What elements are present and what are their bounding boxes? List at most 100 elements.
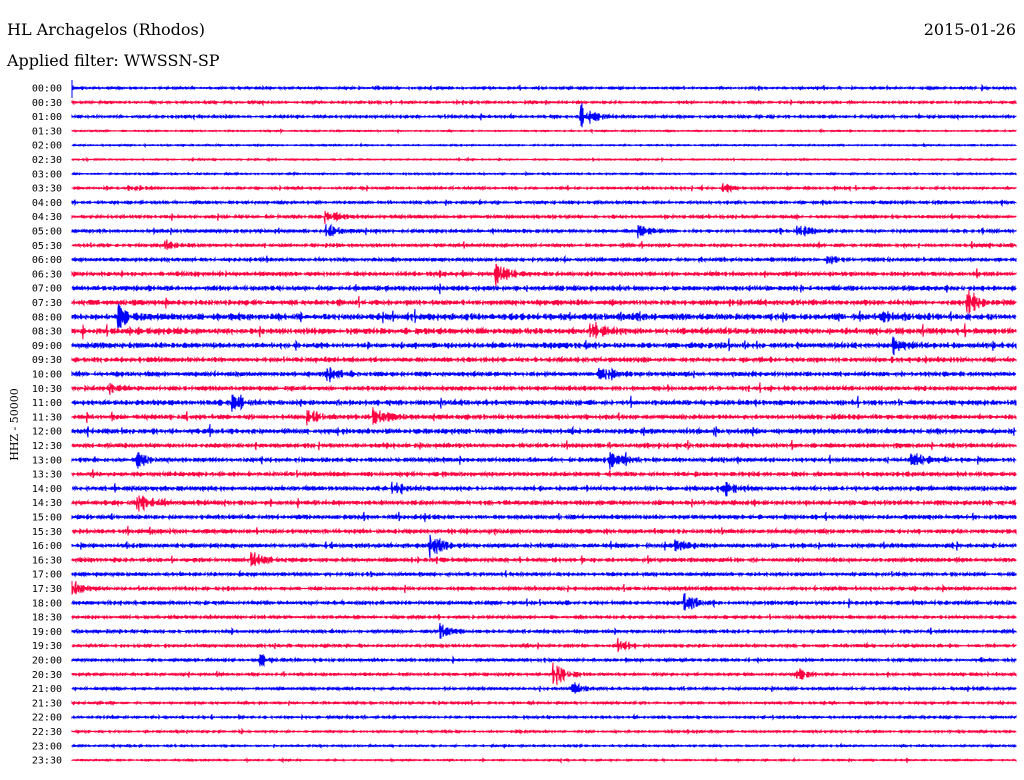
time-label: 07:00 — [32, 284, 62, 295]
time-label: 12:30 — [32, 441, 62, 452]
time-label: 09:30 — [32, 355, 62, 366]
trace-row — [71, 613, 1017, 622]
trace-row — [71, 98, 1017, 107]
trace-row — [71, 83, 1017, 92]
time-label: 18:30 — [32, 613, 62, 624]
trace-row — [71, 534, 1017, 560]
trace-row — [71, 469, 1017, 479]
time-label: 17:00 — [32, 570, 62, 581]
filter-label: Applied filter: WWSSN-SP — [7, 51, 220, 70]
trace-row — [71, 367, 1017, 383]
time-label: 13:00 — [32, 455, 62, 466]
time-label: 21:00 — [32, 684, 62, 695]
time-label: 14:30 — [32, 498, 62, 509]
trace-row — [71, 727, 1017, 736]
trace-row — [71, 699, 1017, 707]
time-label: 19:00 — [32, 627, 62, 638]
trace-row — [71, 303, 1017, 329]
trace-row — [71, 336, 1017, 356]
trace-row — [71, 382, 1017, 395]
trace-row — [71, 581, 1017, 595]
trace-row — [71, 128, 1017, 135]
time-label: 12:00 — [32, 427, 62, 438]
trace-row — [71, 551, 1017, 567]
time-label: 09:00 — [32, 341, 62, 352]
trace-row — [71, 183, 1017, 193]
trace-row — [71, 682, 1017, 694]
trace-row — [71, 451, 1017, 470]
trace-row — [71, 156, 1017, 164]
time-label: 13:30 — [32, 470, 62, 481]
time-label: 17:30 — [32, 584, 62, 595]
time-label: 19:30 — [32, 641, 62, 652]
trace-row — [71, 354, 1017, 365]
trace-row — [71, 511, 1017, 523]
trace-row — [71, 283, 1017, 295]
time-label: 02:00 — [32, 141, 62, 152]
trace-row — [71, 662, 1017, 686]
time-label: 21:30 — [32, 698, 62, 709]
time-label: 08:00 — [32, 312, 62, 323]
time-label: 01:30 — [32, 126, 62, 137]
time-label: 00:00 — [32, 84, 62, 95]
trace-row — [71, 756, 1017, 765]
trace-row — [71, 170, 1017, 177]
time-label: 11:30 — [32, 412, 62, 423]
trace-row — [71, 289, 1017, 314]
time-label: 03:30 — [32, 184, 62, 195]
trace-row — [71, 210, 1017, 225]
time-label: 16:30 — [32, 555, 62, 566]
trace-row — [71, 394, 1017, 412]
date-label: 2015-01-26 — [923, 20, 1016, 39]
trace-row — [71, 142, 1017, 149]
time-label: 02:30 — [32, 155, 62, 166]
trace-row — [71, 622, 1017, 639]
time-label: 03:00 — [32, 169, 62, 180]
time-label: 20:30 — [32, 670, 62, 681]
time-label: 11:00 — [32, 398, 62, 409]
time-label: 08:30 — [32, 327, 62, 338]
trace-row — [71, 254, 1017, 265]
trace-row — [71, 407, 1017, 426]
time-label: 15:00 — [32, 513, 62, 524]
trace-row — [71, 569, 1017, 579]
trace-row — [71, 637, 1017, 653]
time-label: 00:30 — [32, 98, 62, 109]
time-label: 23:00 — [32, 741, 62, 752]
trace-row — [71, 439, 1017, 451]
time-label: 05:00 — [32, 227, 62, 238]
trace-row — [71, 495, 1017, 512]
time-label: 04:30 — [32, 212, 62, 223]
trace-row — [71, 103, 1017, 128]
trace-row — [71, 198, 1017, 208]
trace-row — [71, 239, 1017, 250]
time-label: 14:00 — [32, 484, 62, 495]
time-label: 15:30 — [32, 527, 62, 538]
time-label: 04:00 — [32, 198, 62, 209]
time-label: 10:30 — [32, 384, 62, 395]
trace-row — [71, 713, 1017, 721]
time-label: 18:00 — [32, 598, 62, 609]
time-label: 06:30 — [32, 269, 62, 280]
time-label: 06:00 — [32, 255, 62, 266]
trace-row — [71, 742, 1017, 750]
time-label: 16:00 — [32, 541, 62, 552]
trace-row — [71, 423, 1017, 438]
trace-row — [71, 481, 1017, 497]
time-label: 22:00 — [32, 713, 62, 724]
trace-row — [71, 592, 1017, 611]
time-label: 07:30 — [32, 298, 62, 309]
time-label: 23:30 — [32, 756, 62, 767]
trace-row — [71, 263, 1017, 287]
time-label: 01:00 — [32, 112, 62, 123]
trace-row — [71, 653, 1017, 667]
trace-row — [71, 321, 1017, 340]
time-label: 10:00 — [32, 370, 62, 381]
time-label: 05:30 — [32, 241, 62, 252]
station-title: HL Archagelos (Rhodos) — [7, 20, 205, 39]
trace-row — [71, 223, 1017, 239]
trace-row — [71, 525, 1017, 537]
time-label: 20:00 — [32, 656, 62, 667]
